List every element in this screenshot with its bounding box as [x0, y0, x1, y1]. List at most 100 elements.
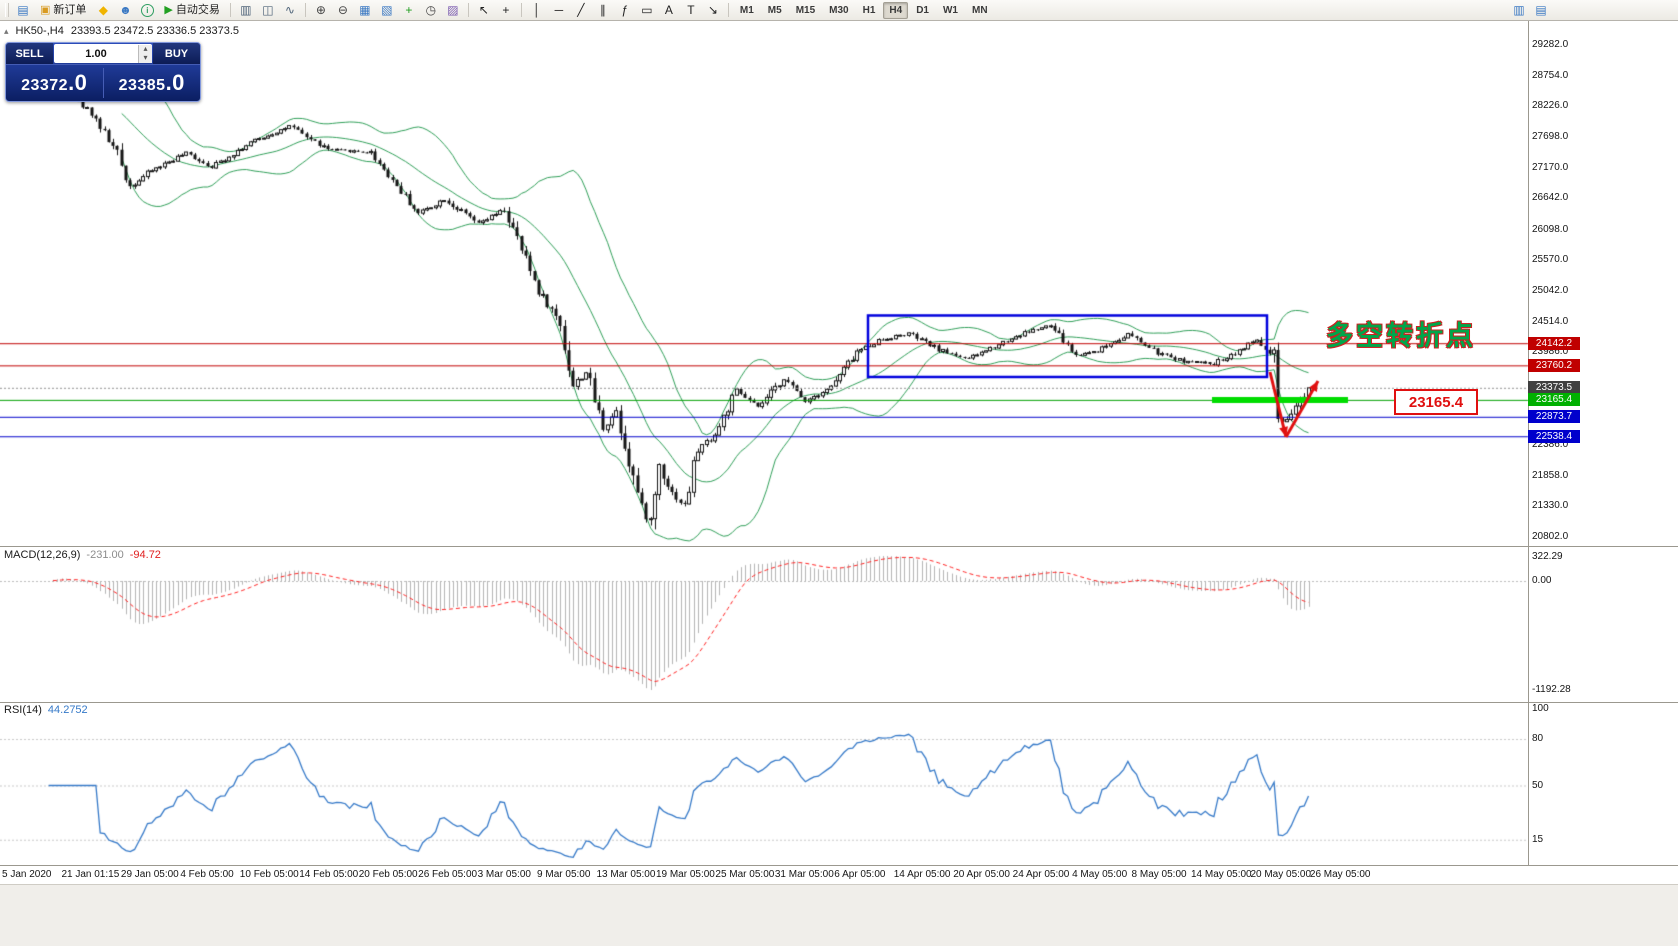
timeframe-d1-button[interactable]: D1 [916, 4, 929, 16]
timeframe-m30-button[interactable]: M30 [829, 4, 849, 16]
macd-main-value: -231.00 [86, 549, 124, 561]
shapes-icon[interactable]: ▭ [641, 3, 653, 17]
time-axis-label: 20 May 05:00 [1250, 869, 1312, 880]
price-tick-label: 27170.0 [1532, 161, 1569, 173]
one-click-collapse-icon[interactable]: ▴ [4, 25, 9, 36]
rsi-pane-splitter[interactable] [0, 702, 1678, 703]
info-icon[interactable]: i [137, 2, 157, 19]
new-chart-icon[interactable]: ▤ [17, 3, 29, 17]
fibonacci-icon[interactable]: ƒ [621, 3, 629, 17]
candlestick-chart-icon[interactable]: ◫ [262, 3, 274, 17]
text-label-icon[interactable]: T [687, 3, 695, 17]
volume-down-arrow-icon[interactable]: ▾ [139, 53, 152, 63]
arrow-objects-icon[interactable]: ↘ [707, 3, 718, 17]
price-tick-label: 21858.0 [1532, 469, 1569, 481]
macd-axis-label: -1192.28 [1532, 684, 1571, 695]
volume-value[interactable]: 1.00 [85, 47, 107, 60]
price-tick-label: 25570.0 [1532, 254, 1569, 266]
new-order-button[interactable]: ▣ 新订单 [35, 2, 91, 19]
cursor-icon[interactable]: ↖ [478, 3, 489, 17]
time-axis-label: 29 Jan 05:00 [120, 869, 179, 880]
profile-icon[interactable]: ☻ [119, 3, 132, 17]
volume-control[interactable]: 1.00 ▴ ▾ [54, 44, 152, 63]
price-tick-label: 28754.0 [1532, 69, 1569, 81]
rsi-axis-label: 80 [1532, 733, 1544, 744]
chart-symbol-header: ▴ HK50-,H4 23393.5 23472.5 23336.5 23373… [4, 25, 239, 37]
sell-price[interactable]: 23372.0 [21, 70, 88, 95]
volume-up-arrow-icon[interactable]: ▴ [139, 44, 152, 54]
price-tick-label: 27698.0 [1532, 130, 1569, 142]
autotrade-button[interactable]: ▶ 自动交易 [159, 2, 224, 19]
crosshair-icon[interactable]: + [502, 3, 510, 17]
equidistant-channel-icon[interactable]: ∥ [599, 3, 606, 17]
toolbar-separator [727, 3, 729, 17]
time-axis-label: 24 Apr 05:00 [1012, 869, 1070, 880]
timeframe-mn-button[interactable]: MN [971, 4, 988, 16]
line-chart-icon[interactable]: ∿ [284, 3, 295, 17]
timeframe-h4-button[interactable]: H4 [883, 1, 909, 19]
price-callout[interactable]: 23165.4 [1394, 389, 1478, 415]
rsi-axis-label: 100 [1532, 703, 1549, 714]
time-axis-label: 31 Mar 05:00 [774, 869, 834, 880]
macd-axis-label: 0.00 [1532, 575, 1552, 586]
periods-icon[interactable]: ◷ [425, 3, 437, 17]
horizontal-line-icon[interactable]: ─ [554, 3, 564, 17]
zoom-out-icon[interactable]: ⊖ [337, 3, 348, 17]
time-axis-label: 14 May 05:00 [1191, 869, 1252, 880]
add-indicator-icon[interactable]: + [405, 3, 413, 17]
turning-point-annotation[interactable]: 多空转折点 [1326, 321, 1476, 351]
new-order-button-icon: ▣ [40, 3, 51, 16]
price-line-label: 23760.2 [1528, 358, 1580, 372]
one-click-trading-panel: SELL 1.00 ▴ ▾ BUY 23372.0 23385.0 [5, 42, 201, 102]
trade-panel-top-row: SELL 1.00 ▴ ▾ BUY [6, 43, 200, 65]
time-axis-label: 14 Feb 05:00 [299, 869, 359, 880]
price-axis-separator [1528, 21, 1529, 866]
toolbar-separator [229, 3, 231, 17]
tile-windows-icon[interactable]: ▦ [359, 3, 371, 17]
volume-spinner: ▴ ▾ [138, 44, 152, 63]
bar-chart-icon[interactable]: ▥ [240, 3, 252, 17]
time-axis-label: 8 May 05:00 [1131, 869, 1187, 880]
templates-icon[interactable]: ▨ [447, 3, 459, 17]
ohlc-values: 23393.5 23472.5 23336.5 23373.5 [70, 25, 240, 37]
time-axis-label: 14 Apr 05:00 [893, 869, 951, 880]
macd-pane-splitter[interactable] [0, 546, 1678, 547]
buy-button[interactable]: BUY [153, 43, 200, 64]
text-icon[interactable]: A [664, 3, 673, 17]
time-axis-label: 21 Jan 01:15 [61, 869, 120, 880]
chart-profile-icon[interactable]: ▥ [1513, 3, 1525, 17]
timeframe-m1-button[interactable]: M1 [739, 4, 754, 16]
time-axis-label: 6 Apr 05:00 [834, 869, 886, 880]
vertical-line-icon[interactable]: │ [533, 3, 541, 17]
time-axis-label: 10 Feb 05:00 [239, 869, 299, 880]
macd-signal-value: -94.72 [129, 549, 161, 561]
time-axis-label: 9 Mar 05:00 [537, 869, 591, 880]
rsi-axis-label: 50 [1532, 779, 1544, 791]
price-tick-label: 25042.0 [1532, 285, 1569, 296]
rsi-axis-label: 15 [1532, 833, 1544, 845]
price-tick-label: 22386.0 [1532, 439, 1569, 451]
rsi-value: 44.2752 [47, 704, 88, 716]
trade-panel-divider [102, 68, 104, 98]
rsi-indicator-label: RSI(14) 44.2752 [4, 704, 88, 716]
time-axis-label: 20 Feb 05:00 [358, 869, 418, 880]
time-axis-label: 4 May 05:00 [1072, 869, 1128, 880]
timeframe-m5-button[interactable]: M5 [767, 4, 782, 16]
timeframe-w1-button[interactable]: W1 [942, 4, 958, 16]
trendline-icon[interactable]: ╱ [577, 3, 585, 17]
time-axis-label: 26 Feb 05:00 [418, 869, 478, 880]
metaquotes-icon[interactable]: ◆ [98, 3, 109, 17]
symbol-period: HK50-,H4 [15, 25, 64, 37]
auto-arrange-icon[interactable]: ▧ [381, 3, 393, 17]
timeframe-h1-button[interactable]: H1 [862, 4, 876, 16]
time-axis-label: 19 Mar 05:00 [655, 869, 715, 880]
data-window-icon[interactable]: ▤ [1535, 3, 1547, 17]
macd-axis-label: 322.29 [1532, 551, 1563, 562]
zoom-in-icon[interactable]: ⊕ [315, 3, 326, 17]
sell-button[interactable]: SELL [6, 43, 53, 64]
buy-price[interactable]: 23385.0 [118, 70, 185, 95]
price-tick-label: 20802.0 [1532, 531, 1569, 542]
timeframe-m15-button[interactable]: M15 [795, 4, 816, 16]
